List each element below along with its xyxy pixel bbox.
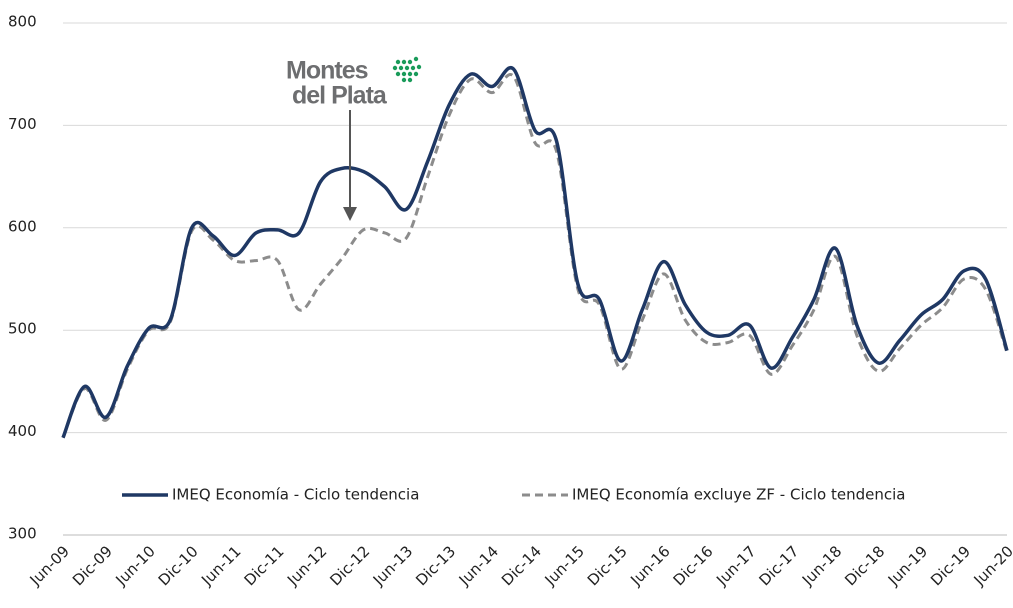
x-tick-label: Dic-17: [755, 542, 802, 589]
x-tick-label: Jun-11: [197, 542, 244, 589]
x-tick-label: Dic-12: [326, 542, 373, 589]
x-tick-label: Jun-20: [970, 542, 1013, 589]
x-tick-label: Jun-16: [626, 542, 673, 589]
x-tick-label: Dic-09: [69, 542, 116, 589]
annotation: Montes: [286, 57, 368, 85]
series-line: [61, 73, 1009, 439]
x-tick-label: Jun-12: [283, 542, 330, 589]
series-line: [61, 65, 1009, 439]
legend-label: IMEQ Economía - Ciclo tendencia: [172, 486, 419, 504]
x-tick-label: Jun-10: [111, 542, 158, 589]
x-tick-label: Dic-15: [584, 542, 631, 589]
x-tick-label: Dic-14: [498, 542, 545, 589]
x-tick-label: Dic-10: [155, 542, 202, 589]
x-tick-label: Jun-19: [884, 542, 931, 589]
x-tick-label: Dic-18: [841, 542, 888, 589]
annotation: del Plata: [292, 82, 388, 110]
y-tick-label: 500: [8, 320, 37, 338]
y-tick-label: 300: [8, 525, 37, 543]
x-tick-label: Dic-13: [412, 542, 459, 589]
x-tick-label: Jun-13: [369, 542, 416, 589]
x-tick-label: Jun-17: [712, 542, 759, 589]
x-tick-label: Jun-18: [798, 542, 845, 589]
x-tick-label: Dic-19: [927, 542, 974, 589]
x-tick-label: Jun-14: [455, 542, 502, 589]
y-tick-label: 800: [8, 13, 37, 31]
x-tick-label: Dic-16: [670, 542, 717, 589]
x-tick-label: Dic-11: [241, 542, 288, 589]
logo-dots: [392, 56, 422, 83]
annotation-arrowhead: [343, 207, 357, 221]
legend-label: IMEQ Economía excluye ZF - Ciclo tendenc…: [572, 486, 905, 504]
y-tick-label: 700: [8, 115, 37, 133]
x-tick-label: Jun-09: [26, 542, 73, 589]
x-tick-label: Jun-15: [541, 542, 588, 589]
y-tick-label: 400: [8, 422, 37, 440]
y-tick-label: 600: [8, 217, 37, 235]
plot: 300400500600700800Jun-09Dic-09Jun-10Dic-…: [8, 13, 1013, 590]
